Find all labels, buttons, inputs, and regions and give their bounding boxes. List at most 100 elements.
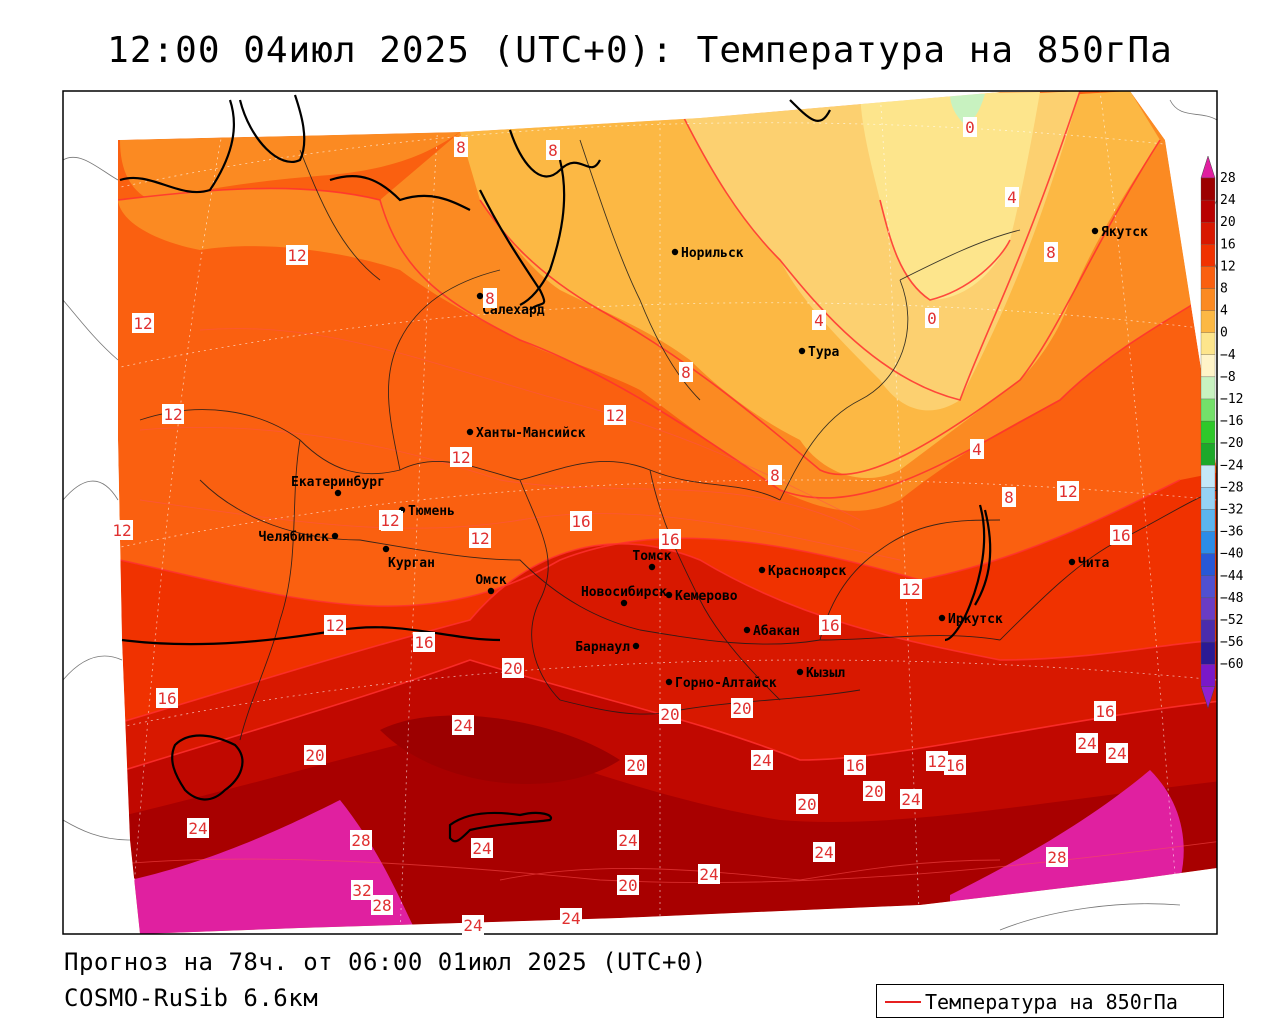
legend-line-swatch [885,1001,921,1003]
colorbar-tick-label: −32 [1220,503,1243,518]
contour-value-label: 12 [927,752,946,771]
colorbar-swatch [1200,244,1216,267]
city-label: Новосибирск [581,585,667,600]
contour-value-label: 24 [453,716,472,735]
colorbar-swatch [1200,398,1216,422]
city-marker [758,566,766,574]
city-marker [620,599,628,607]
contour-value-label: 12 [1058,482,1077,501]
city-label: Екатеринбург [291,475,385,490]
contour-value-label: 24 [901,790,920,809]
city-marker [331,532,339,540]
contour-label-box [156,688,178,708]
contour-value-label: 12 [380,511,399,530]
city-marker [798,347,806,355]
contour-value-label: 20 [618,876,637,895]
colorbar-tick-label: −40 [1220,547,1243,562]
contour-label-box [1057,481,1079,501]
colorbar-swatch [1200,177,1216,201]
colorbar-tick-label: 20 [1220,215,1236,230]
contour-value-label: 24 [463,916,482,935]
city-label: Абакан [753,624,800,639]
contour-label-box [469,528,491,548]
contour-value-label: 24 [1077,734,1096,753]
contour-label-box [819,615,841,635]
contour-label-box [304,745,326,765]
colorbar-tick-label: 16 [1220,237,1236,252]
city-marker [938,614,946,622]
contour-label-box [1094,701,1116,721]
colorbar-swatch [1200,597,1216,621]
forecast-subtitle: Прогноз на 78ч. от 06:00 01июл 2025 (UTC… [64,948,707,976]
colorbar-tick-label: 4 [1220,304,1228,319]
legend-label: Температура на 850гПа [925,990,1178,1014]
contour-label-box [413,632,435,652]
contour-value-label: 8 [770,466,780,485]
contour-label-box [111,520,133,540]
colorbar-tick-label: 8 [1220,282,1228,297]
contour-label-box [617,875,639,895]
colorbar-tick-label: −12 [1220,392,1243,407]
colorbar-swatch [1200,266,1216,289]
city-label: Омск [475,573,506,588]
contour-value-label: 16 [414,633,433,652]
contour-label-box [1005,187,1019,207]
city-marker [487,587,495,595]
colorbar-swatch [1200,553,1216,576]
city-label: Якутск [1101,225,1148,240]
contour-label-box [963,117,977,137]
contour-value-label: 16 [1095,702,1114,721]
contour-label-box [1046,847,1068,867]
colorbar-tick-label: 28 [1220,171,1236,186]
contour-value-label: 28 [1047,848,1066,867]
contour-value-label: 24 [561,909,580,928]
contour-value-label: 0 [965,118,975,137]
colorbar-swatch [1200,199,1216,223]
colorbar-tick-label: 12 [1220,259,1236,274]
city-marker [743,626,751,634]
contour-value-label: 12 [163,405,182,424]
contour-value-label: 24 [1107,744,1126,763]
colorbar-tick-label: −4 [1220,348,1236,363]
colorbar-swatch [1200,222,1216,245]
contour-value-label: 8 [456,138,466,157]
colorbar-swatch [1200,288,1216,311]
contour-label-box [570,511,592,531]
contour-value-label: 4 [972,440,982,459]
colorbar-swatch [1200,619,1216,643]
contour-label-box [452,715,474,735]
contour-label-box [1110,525,1132,545]
contour-label-box [863,781,885,801]
contour-value-label: 12 [287,246,306,265]
contour-label-box [560,908,582,928]
city-label: Челябинск [259,530,330,545]
contour-label-box [925,308,939,328]
colorbar-swatch [1200,310,1216,333]
city-label: Горно-Алтайск [675,676,777,691]
line-legend: Температура на 850гПа [876,984,1224,1018]
colorbar-tick-label: −16 [1220,414,1243,429]
contour-label-box [371,895,393,915]
colorbar-legend: 28 24 20 16 12 8 4 0 −4 −8 −12 −16 −20 −24 −28 −32 −36 −4… [1200,155,1244,710]
contour-value-label: 12 [133,314,152,333]
colorbar-tick-label: 0 [1220,326,1228,341]
city-label: Чита [1078,556,1109,571]
city-marker [466,428,474,436]
contour-value-label: 28 [372,896,391,915]
contour-label-box [812,310,826,330]
contour-value-label: 24 [752,751,771,770]
contour-value-label: 8 [548,141,558,160]
city-marker [665,591,673,599]
city-marker [671,248,679,256]
contour-label-box [286,245,308,265]
city-label: Курган [388,556,435,571]
colorbar-tick-label: −60 [1220,657,1243,672]
contour-value-label: 24 [814,843,833,862]
contour-label-box [502,658,524,678]
contour-label-box [698,864,720,884]
contour-value-label: 12 [112,521,131,540]
contour-value-label: 12 [470,529,489,548]
contour-label-box [679,362,693,382]
contour-label-box [450,447,472,467]
contour-label-box [844,755,866,775]
